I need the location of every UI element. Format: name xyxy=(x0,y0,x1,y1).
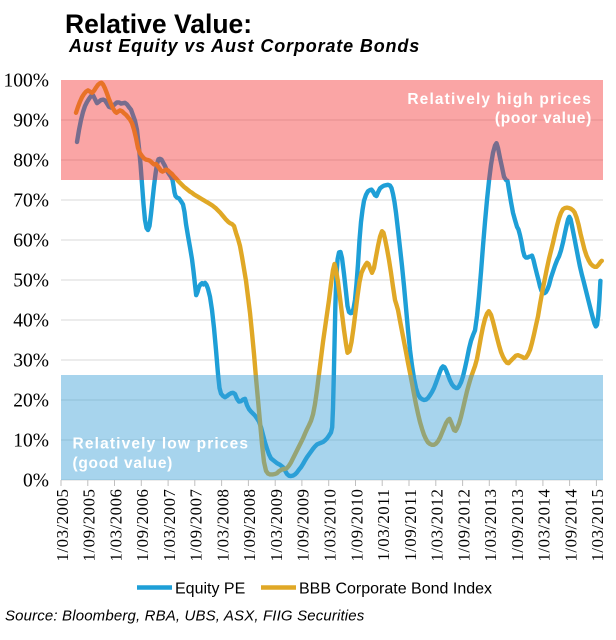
svg-text:1/03/2013: 1/03/2013 xyxy=(481,489,500,562)
svg-text:0%: 0% xyxy=(23,471,49,492)
svg-text:1/09/2007: 1/09/2007 xyxy=(187,489,206,562)
svg-text:1/09/2006: 1/09/2006 xyxy=(133,489,152,562)
svg-text:1/09/2012: 1/09/2012 xyxy=(454,489,473,562)
svg-text:1/03/2012: 1/03/2012 xyxy=(428,489,447,562)
svg-text:1/03/2010: 1/03/2010 xyxy=(321,489,340,562)
svg-text:10%: 10% xyxy=(13,431,49,452)
svg-text:Equity PE: Equity PE xyxy=(175,581,245,598)
svg-text:1/09/2014: 1/09/2014 xyxy=(561,488,580,561)
svg-text:1/03/2006: 1/03/2006 xyxy=(106,489,125,562)
svg-text:1/09/2008: 1/09/2008 xyxy=(240,489,259,562)
svg-text:70%: 70% xyxy=(13,191,49,212)
svg-text:80%: 80% xyxy=(13,151,49,172)
svg-text:1/09/2009: 1/09/2009 xyxy=(294,489,313,562)
svg-text:90%: 90% xyxy=(13,111,49,132)
svg-text:1/03/2005: 1/03/2005 xyxy=(53,489,72,562)
svg-text:(good value): (good value) xyxy=(73,455,174,472)
svg-text:Relatively low prices: Relatively low prices xyxy=(73,436,250,453)
svg-text:1/03/2008: 1/03/2008 xyxy=(213,489,232,562)
svg-text:50%: 50% xyxy=(13,271,49,292)
svg-text:(poor value): (poor value) xyxy=(495,110,592,127)
svg-text:1/03/2011: 1/03/2011 xyxy=(374,489,393,561)
svg-text:1/03/2015: 1/03/2015 xyxy=(588,489,607,562)
svg-text:1/03/2007: 1/03/2007 xyxy=(160,489,179,562)
svg-text:1/09/2013: 1/09/2013 xyxy=(508,489,527,562)
svg-text:60%: 60% xyxy=(13,231,49,252)
svg-text:20%: 20% xyxy=(13,391,49,412)
svg-text:BBB Corporate Bond Index: BBB Corporate Bond Index xyxy=(299,581,492,598)
svg-text:30%: 30% xyxy=(13,351,49,372)
svg-text:Relatively high prices: Relatively high prices xyxy=(407,91,592,108)
svg-text:1/03/2009: 1/03/2009 xyxy=(267,489,286,562)
svg-text:1/09/2005: 1/09/2005 xyxy=(80,489,99,562)
svg-text:1/09/2010: 1/09/2010 xyxy=(347,489,366,562)
svg-text:1/09/2011: 1/09/2011 xyxy=(401,489,420,561)
svg-text:100%: 100% xyxy=(4,71,50,92)
svg-text:1/03/2014: 1/03/2014 xyxy=(535,488,554,561)
svg-text:Source: Bloomberg, RBA, UBS, A: Source: Bloomberg, RBA, UBS, ASX, FIIG S… xyxy=(5,608,365,625)
svg-text:40%: 40% xyxy=(13,311,49,332)
